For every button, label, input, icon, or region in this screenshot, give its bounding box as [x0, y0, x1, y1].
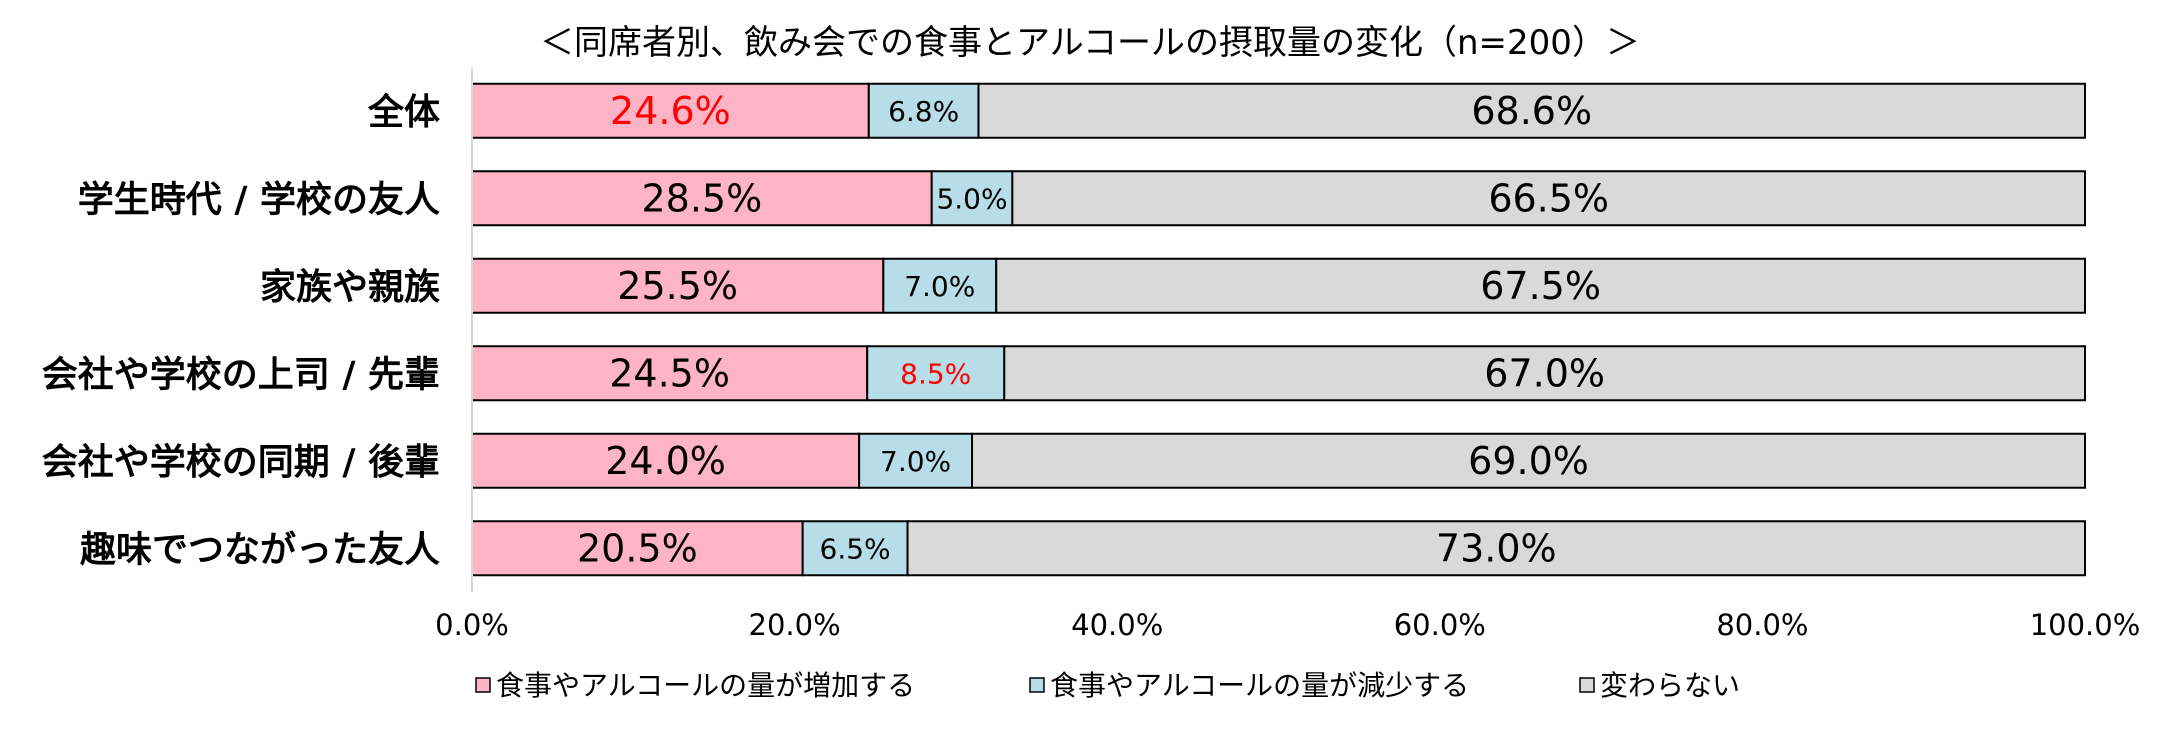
legend-swatch: [475, 677, 491, 693]
data-label: 66.5%: [1488, 176, 1609, 220]
legend-label: 変わらない: [1600, 669, 1740, 702]
bar-segment: [471, 432, 861, 489]
data-label: 73.0%: [1436, 526, 1557, 570]
category-label: 全体: [367, 91, 440, 133]
bar-segment: [971, 432, 2086, 489]
x-tick-label: 40.0%: [1071, 608, 1163, 642]
data-label: 20.5%: [577, 526, 698, 570]
bar-segment: [995, 257, 2086, 314]
data-label: 6.5%: [820, 532, 891, 565]
data-label: 69.0%: [1468, 439, 1589, 483]
legend-swatch: [1029, 677, 1045, 693]
bar-segment: [471, 257, 885, 314]
data-label: 25.5%: [617, 264, 738, 308]
x-tick-label: 100.0%: [2030, 608, 2141, 642]
data-label: 7.0%: [880, 445, 951, 478]
data-label: 67.5%: [1480, 264, 1601, 308]
data-label: 6.8%: [888, 95, 959, 128]
legend-label: 食事やアルコールの量が減少する: [1050, 669, 1469, 702]
data-label: 67.0%: [1484, 351, 1605, 395]
category-label: 会社や学校の上司 / 先輩: [42, 353, 440, 395]
legend-swatch: [1579, 677, 1595, 693]
x-tick-label: 60.0%: [1394, 608, 1486, 642]
category-label: 学生時代 / 学校の友人: [78, 178, 440, 220]
data-label: 7.0%: [904, 270, 975, 303]
category-label: 家族や親族: [260, 267, 440, 308]
data-label: 8.5%: [900, 357, 971, 390]
bar-segment: [471, 345, 869, 402]
bar-segment: [906, 520, 2086, 577]
data-label: 68.6%: [1471, 89, 1592, 133]
data-label: 24.6%: [610, 89, 731, 133]
data-label: 24.5%: [609, 351, 730, 395]
category-label: 会社や学校の同期 / 後輩: [42, 441, 440, 483]
bar-segment: [471, 82, 870, 139]
bar-segment: [1011, 170, 2086, 227]
data-label: 24.0%: [605, 439, 726, 483]
category-label: 趣味でつながった友人: [80, 529, 440, 570]
bar-segment: [930, 170, 1014, 227]
legend-label: 食事やアルコールの量が増加する: [496, 669, 915, 702]
bar-segment: [858, 432, 974, 489]
legend: 食事やアルコールの量が増加する 食事やアルコールの量が減少する 変わらない: [475, 669, 1740, 702]
data-label: 28.5%: [641, 176, 762, 220]
bar-segment: [1003, 345, 2086, 402]
data-label: 5.0%: [936, 182, 1007, 215]
x-tick-label: 0.0%: [435, 608, 509, 642]
x-tick-label: 80.0%: [1716, 608, 1808, 642]
bars-area: 24.6% 6.8% 68.6% 28.5% 5.0% 66.5% 25.5% 7.0% 67.…: [471, 82, 2086, 577]
bar-segment: [882, 257, 998, 314]
chart-title: ＜同席者別、飲み会での食事とアルコールの摂取量の変化（n=200）＞: [540, 23, 1640, 63]
bar-segment: [867, 82, 980, 139]
x-tick-label: 20.0%: [749, 608, 841, 642]
bar-segment: [977, 82, 2086, 139]
bar-segment: [801, 520, 909, 577]
x-axis-ticks: 0.0% 20.0% 40.0% 60.0% 80.0% 100.0%: [435, 608, 2140, 642]
